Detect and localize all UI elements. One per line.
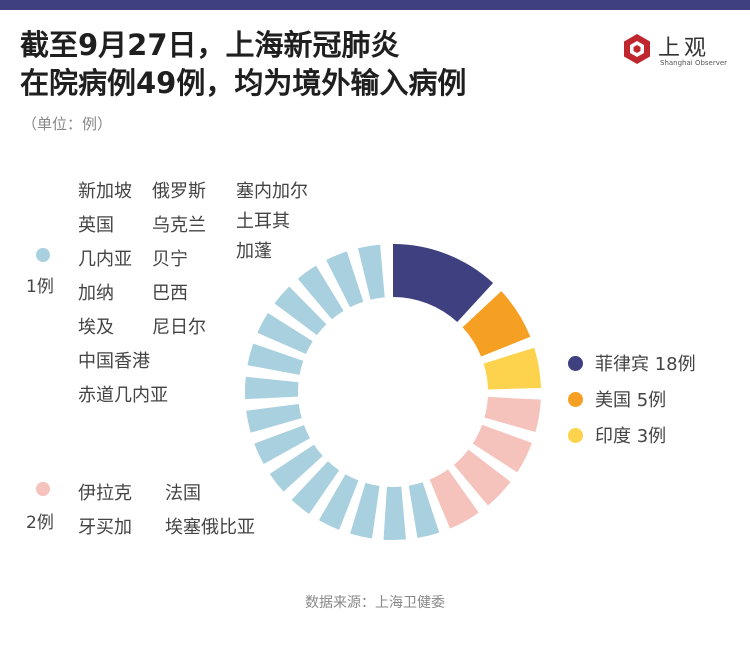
country-label: 几内亚 bbox=[78, 249, 132, 270]
country-label: 埃及 bbox=[78, 317, 114, 338]
country-label: 加纳 bbox=[78, 283, 114, 304]
country-label: 尼日尔 bbox=[152, 317, 206, 338]
legend-dot-india bbox=[568, 427, 583, 443]
logo-subtext: Shanghai Observer bbox=[660, 59, 728, 67]
legend-label-usa: 美国 5例 bbox=[595, 390, 667, 411]
radial-bar-20 bbox=[297, 265, 344, 320]
logo-icon bbox=[624, 34, 650, 64]
country-label: 赤道几内亚 bbox=[78, 385, 168, 406]
radial-bar-7 bbox=[429, 469, 479, 529]
country-label: 埃塞俄比亚 bbox=[165, 517, 255, 538]
legend-label-india: 印度 3例 bbox=[595, 426, 667, 447]
radial-bar-17 bbox=[247, 343, 304, 375]
radial-bar-14 bbox=[254, 425, 311, 465]
title-line-2: 在院病例49例，均为境外输入病例 bbox=[20, 66, 467, 100]
country-label: 乌克兰 bbox=[152, 215, 206, 236]
legend-dot-philippines bbox=[568, 355, 583, 371]
unit-label: （单位：例） bbox=[22, 115, 113, 133]
group-one-label: 1例 bbox=[26, 277, 54, 297]
legend-item-philippines: 菲律宾 18例 bbox=[568, 350, 696, 376]
group-one-dot bbox=[36, 248, 50, 262]
radial-bar-9 bbox=[383, 486, 406, 540]
radial-bar-6 bbox=[453, 449, 511, 506]
radial-bar-11 bbox=[318, 474, 359, 530]
radial-bar-1 bbox=[393, 244, 494, 323]
radial-bar-22 bbox=[357, 244, 385, 300]
radial-bar-5 bbox=[472, 424, 532, 473]
country-label: 中国香港 bbox=[78, 351, 150, 372]
legend-dot-usa bbox=[568, 391, 583, 407]
country-label: 新加坡 bbox=[78, 181, 132, 202]
radial-bar-4 bbox=[484, 396, 541, 432]
title-line-1: 截至9月27日，上海新冠肺炎 bbox=[20, 28, 400, 62]
radial-bar-15 bbox=[246, 404, 302, 433]
country-label: 加蓬 bbox=[236, 241, 272, 262]
group-two-label: 2例 bbox=[26, 513, 54, 533]
logo-text: 上观 bbox=[658, 36, 711, 61]
group-two-dot bbox=[36, 482, 50, 496]
top-bar bbox=[0, 0, 750, 10]
country-label: 塞内加尔 bbox=[236, 181, 308, 202]
data-source: 数据来源：上海卫健委 bbox=[305, 595, 445, 611]
legend-item-usa: 美国 5例 bbox=[568, 386, 666, 412]
radial-bar-12 bbox=[291, 461, 340, 514]
legend-item-india: 印度 3例 bbox=[568, 422, 666, 448]
radial-bar-21 bbox=[326, 251, 364, 308]
radial-bar-13 bbox=[269, 444, 323, 492]
country-label: 英国 bbox=[78, 215, 114, 236]
country-label: 贝宁 bbox=[152, 249, 188, 270]
radial-bar-8 bbox=[408, 482, 440, 538]
country-label: 牙买加 bbox=[78, 517, 132, 538]
shanghai-observer-logo: 上观 Shanghai Observer bbox=[620, 32, 730, 72]
country-label: 土耳其 bbox=[236, 211, 290, 232]
radial-bar-2 bbox=[462, 291, 531, 357]
radial-bar-18 bbox=[257, 312, 313, 354]
radial-bar-3 bbox=[483, 347, 541, 390]
radial-bar-19 bbox=[274, 286, 327, 336]
country-label: 伊拉克 bbox=[78, 483, 132, 504]
legend-label-philippines: 菲律宾 18例 bbox=[595, 354, 696, 375]
radial-bar-10 bbox=[350, 482, 380, 539]
country-label: 俄罗斯 bbox=[152, 181, 206, 202]
radial-bar-16 bbox=[245, 376, 299, 400]
country-label: 法国 bbox=[165, 483, 201, 504]
chart-title: 截至9月27日，上海新冠肺炎 在院病例49例，均为境外输入病例 bbox=[20, 26, 466, 102]
country-label: 巴西 bbox=[152, 283, 188, 304]
